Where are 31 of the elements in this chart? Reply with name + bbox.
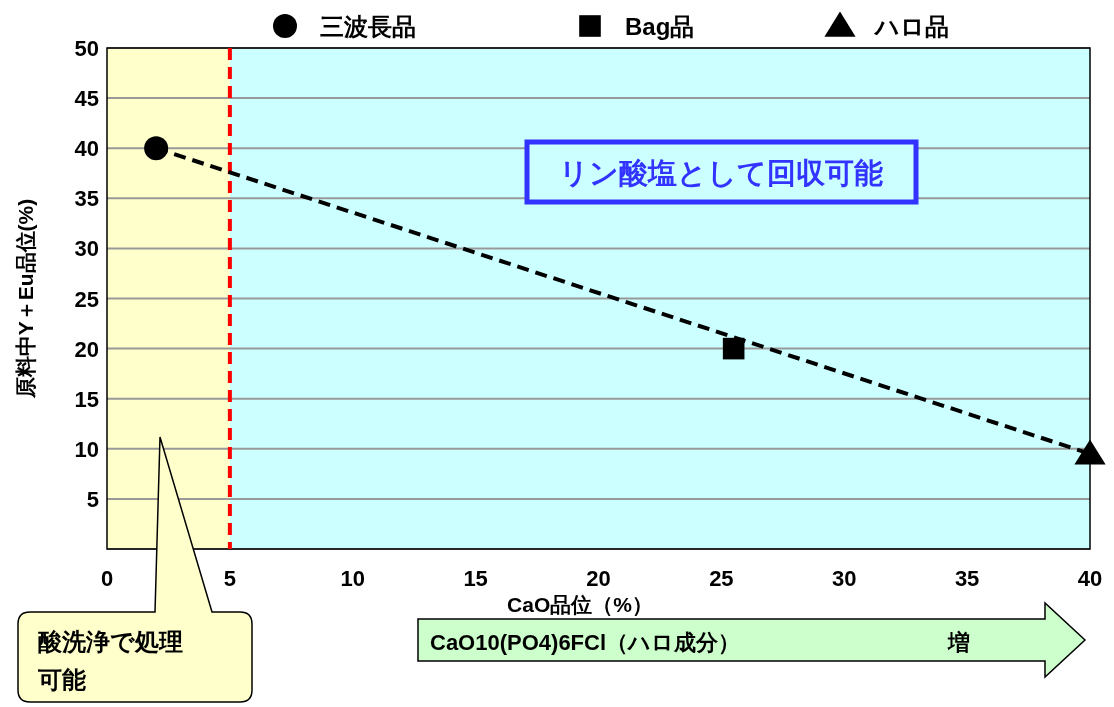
x-axis-title: CaO品位（%） (507, 593, 653, 616)
x-tick-label: 30 (832, 566, 857, 591)
annotation: リン酸塩として回収可能 (559, 157, 883, 189)
y-tick-label: 15 (74, 386, 99, 412)
y-tick-label: 50 (74, 36, 99, 61)
x-tick-label: 40 (1077, 566, 1103, 591)
y-tick-label: 20 (74, 336, 99, 362)
x-tick-label: 25 (709, 566, 734, 591)
y-tick-label: 25 (74, 286, 99, 312)
x-tick-label: 0 (100, 566, 114, 591)
x-tick-label: 5 (223, 566, 236, 591)
y-tick-label: 30 (74, 236, 99, 262)
y-tick-label: 5 (86, 486, 99, 512)
text: 増 (947, 630, 970, 655)
x-tick-label: 20 (586, 566, 611, 591)
legend-label: ハロ品 (873, 13, 949, 40)
point (144, 136, 169, 161)
x-tick-label: 15 (463, 566, 488, 591)
y-tick-label: 10 (74, 436, 99, 462)
x-tick-label: 10 (340, 566, 365, 591)
y-axis-title: 原料中Y＋Eu品位(%) (14, 198, 37, 400)
y-tick-label: 35 (74, 186, 99, 212)
point (722, 337, 745, 360)
y-tick-label: 40 (74, 136, 99, 162)
legend-label: 三波長品 (320, 13, 416, 40)
legend-label: Bag品 (625, 13, 695, 40)
point (1074, 439, 1106, 465)
y-tick-label: 45 (74, 86, 99, 112)
text: 酸洗浄で処理可能 (37, 628, 183, 693)
x-tick-label: 35 (954, 566, 980, 591)
text: CaO10(PO4)6FCl（ハロ成分） (430, 630, 741, 655)
